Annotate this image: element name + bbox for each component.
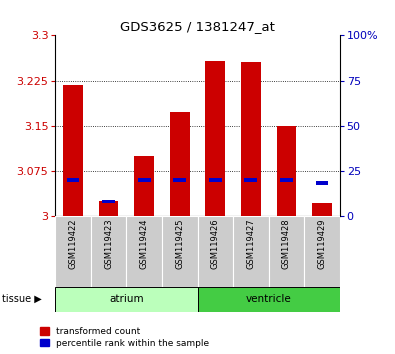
Bar <box>241 62 261 216</box>
Bar <box>209 178 222 182</box>
Bar <box>312 203 332 216</box>
Bar <box>280 178 293 182</box>
Text: GSM119427: GSM119427 <box>246 218 255 269</box>
Bar <box>170 112 190 216</box>
Bar <box>205 61 225 216</box>
Bar <box>67 178 79 182</box>
Bar <box>63 85 83 216</box>
Text: GSM119428: GSM119428 <box>282 218 291 269</box>
Bar <box>162 216 198 287</box>
Bar <box>269 216 304 287</box>
Bar <box>304 216 340 287</box>
Text: atrium: atrium <box>109 294 144 304</box>
Bar <box>198 216 233 287</box>
Bar <box>126 216 162 287</box>
Text: GSM119424: GSM119424 <box>140 218 149 269</box>
Text: GSM119425: GSM119425 <box>175 218 184 269</box>
Bar <box>55 216 91 287</box>
Text: tissue ▶: tissue ▶ <box>2 294 42 304</box>
Bar <box>99 201 118 216</box>
Bar <box>138 178 150 182</box>
Bar <box>245 178 257 182</box>
Legend: transformed count, percentile rank within the sample: transformed count, percentile rank withi… <box>40 327 209 348</box>
Text: GSM119422: GSM119422 <box>69 218 77 269</box>
Bar <box>198 287 340 312</box>
Bar <box>91 216 126 287</box>
Title: GDS3625 / 1381247_at: GDS3625 / 1381247_at <box>120 20 275 33</box>
Bar <box>233 216 269 287</box>
Text: ventricle: ventricle <box>246 294 292 304</box>
Bar <box>134 156 154 216</box>
Bar <box>102 200 115 204</box>
Bar <box>276 126 296 216</box>
Text: GSM119429: GSM119429 <box>318 218 326 269</box>
Bar <box>316 182 328 185</box>
Text: GSM119426: GSM119426 <box>211 218 220 269</box>
Bar <box>55 287 198 312</box>
Bar <box>173 178 186 182</box>
Text: GSM119423: GSM119423 <box>104 218 113 269</box>
